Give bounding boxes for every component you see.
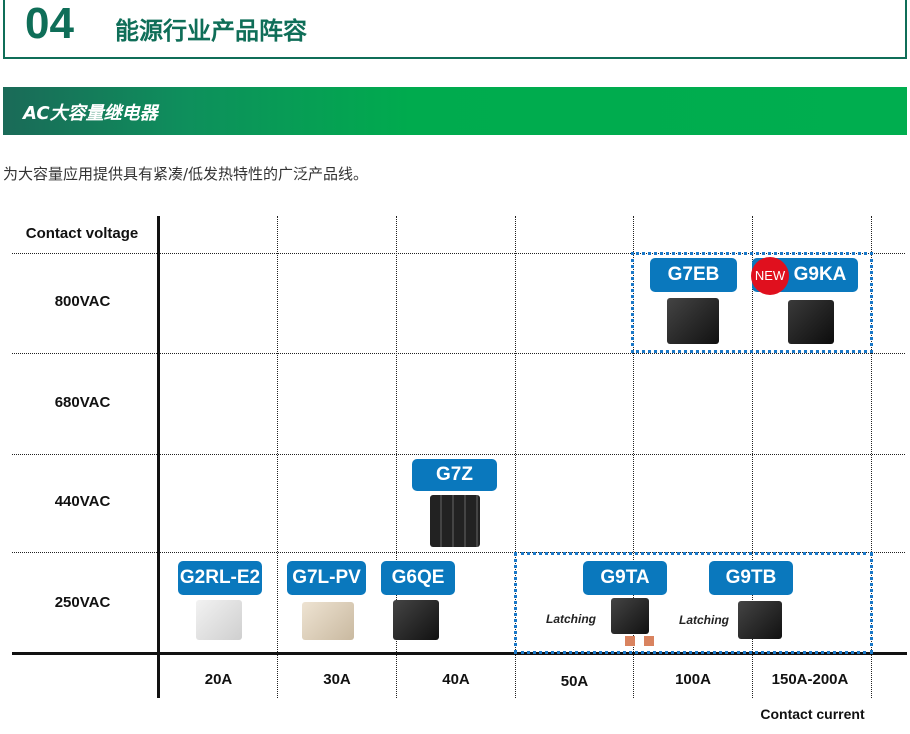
current-label: 20A: [204, 671, 233, 688]
current-label: 100A: [675, 671, 711, 688]
product-badge-g9tb[interactable]: G9TB: [709, 561, 793, 595]
product-image-g9tb: [738, 601, 782, 639]
x-axis-label: Contact current: [760, 706, 865, 722]
product-badge-g7eb[interactable]: G7EB: [650, 258, 737, 292]
terminal: [644, 636, 654, 646]
terminal: [625, 636, 635, 646]
product-image-g9ka: [788, 300, 834, 344]
voltage-label: 440VAC: [54, 493, 111, 510]
current-label: 50A: [560, 673, 589, 690]
voltage-label: 250VAC: [54, 594, 111, 611]
page-title: 能源行业产品阵容: [115, 17, 307, 45]
highlight-box: [514, 552, 873, 654]
page-header: 04 能源行业产品阵容: [3, 0, 907, 59]
gridline: [12, 353, 905, 354]
section-title: AC大容量继电器: [23, 103, 158, 124]
gridline: [515, 216, 516, 698]
gridline: [396, 216, 397, 698]
latching-label: Latching: [546, 612, 596, 626]
product-badge-g7l-pv[interactable]: G7L-PV: [287, 561, 366, 595]
gridline: [12, 552, 905, 553]
description: 为大容量应用提供具有紧凑/低发热特性的广泛产品线。: [3, 165, 369, 183]
gridline: [12, 253, 905, 254]
highlight-box: [631, 252, 873, 353]
product-image-g7l-pv: [302, 602, 354, 640]
product-image-g9ta: [611, 598, 649, 634]
current-label: 40A: [442, 671, 470, 688]
gridline: [871, 216, 872, 698]
gridline: [752, 216, 753, 698]
y-axis-label: Contact voltage: [25, 225, 139, 242]
product-image-g7z: [430, 495, 480, 547]
x-axis: [12, 652, 907, 655]
voltage-label: 800VAC: [54, 293, 111, 310]
gridline: [633, 216, 634, 698]
gridline: [12, 454, 905, 455]
product-image-g2rl-e2: [196, 600, 242, 640]
current-label: 150A-200A: [771, 671, 849, 688]
section-banner: AC大容量继电器: [3, 87, 907, 135]
current-label: 30A: [323, 671, 351, 688]
product-badge-g7z[interactable]: G7Z: [412, 459, 497, 491]
latching-label: Latching: [679, 613, 729, 627]
voltage-label: 680VAC: [54, 394, 111, 411]
gridline: [277, 216, 278, 698]
product-badge-g2rl-e2[interactable]: G2RL-E2: [178, 561, 262, 595]
product-image-g6qe: [393, 600, 439, 640]
new-badge: NEW: [751, 257, 789, 295]
product-badge-g9ta[interactable]: G9TA: [583, 561, 667, 595]
product-image-g7eb: [667, 298, 719, 344]
section-number: 04: [25, 0, 74, 48]
y-axis: [157, 216, 160, 698]
product-badge-g6qe[interactable]: G6QE: [381, 561, 455, 595]
